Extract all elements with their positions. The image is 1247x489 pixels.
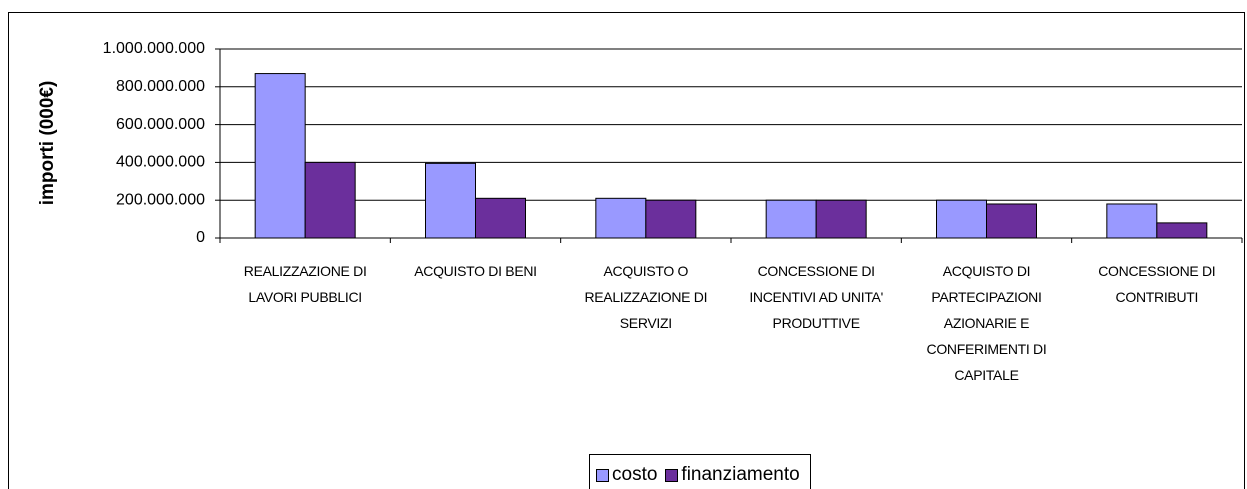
x-tick-label: REALIZZAZIONE DI LAVORI PUBBLICI xyxy=(243,263,367,305)
legend-label: finanziamento xyxy=(681,464,800,485)
y-tick-label: 400.000.000 xyxy=(116,154,205,171)
bar xyxy=(595,197,647,239)
bar xyxy=(1106,203,1158,239)
legend-label: costo xyxy=(612,464,658,485)
y-tick-label: 1.000.000.000 xyxy=(103,40,205,57)
y-tick-label: 800.000.000 xyxy=(116,78,205,95)
bar xyxy=(645,199,697,239)
x-tick-label: CONCESSIONE DI INCENTIVI AD UNITA' PRODU… xyxy=(749,263,883,331)
y-tick-label: 200.000.000 xyxy=(116,191,205,208)
chart-border xyxy=(8,12,1245,489)
x-tick-label: ACQUISTO O REALIZZAZIONE DI SERVIZI xyxy=(584,263,708,331)
y-axis-label: importi (000€) xyxy=(37,81,58,206)
legend-swatch xyxy=(596,468,609,482)
y-tick-label: 600.000.000 xyxy=(116,116,205,133)
bar xyxy=(1156,222,1208,239)
x-tick-label: ACQUISTO DI BENI xyxy=(414,263,537,279)
bar xyxy=(815,199,867,239)
bar xyxy=(254,73,306,239)
bar xyxy=(475,197,526,239)
legend-item: costo xyxy=(596,464,657,486)
bar xyxy=(986,203,1037,239)
bar xyxy=(425,162,476,239)
x-tick-label: CONCESSIONE DI CONTRIBUTI xyxy=(1098,263,1216,305)
x-tick-label: ACQUISTO DI PARTECIPAZIONI AZIONARIE E C… xyxy=(926,263,1047,383)
bar xyxy=(765,199,817,239)
legend-item: finanziamento xyxy=(665,464,800,486)
bar xyxy=(936,199,987,239)
legend-swatch xyxy=(665,468,679,482)
bar xyxy=(304,161,356,239)
legend: costo finanziamento xyxy=(589,454,811,489)
y-tick-label: 0 xyxy=(196,229,205,246)
